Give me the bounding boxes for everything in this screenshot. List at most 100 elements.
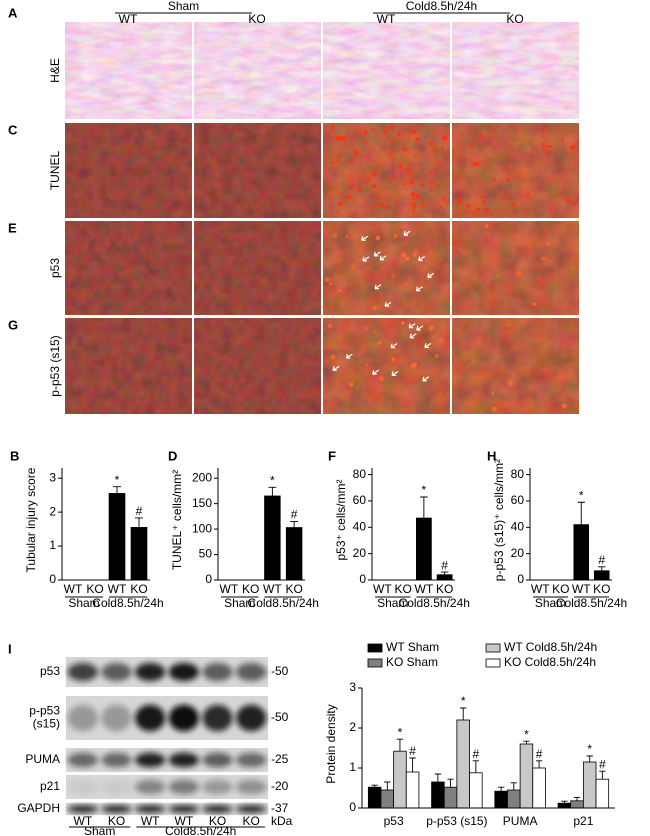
stained-cell [338, 259, 341, 262]
stained-cell [363, 140, 367, 144]
bar [573, 524, 590, 581]
stained-cell [570, 144, 575, 150]
stained-cell [390, 174, 395, 180]
stained-cell [431, 325, 435, 329]
bar [519, 743, 534, 809]
band [236, 779, 267, 795]
significance-label: * [115, 473, 120, 487]
x-tick-label: PUMA [503, 814, 538, 828]
lane-label: WT [141, 814, 160, 828]
bar [130, 526, 148, 581]
y-tick-label: 1 [49, 538, 56, 552]
x-tick-label: p21 [573, 814, 593, 828]
group-label: Cold8.5h/24h [406, 0, 477, 13]
arrow [416, 325, 424, 331]
group-label: Sham [224, 596, 255, 610]
stained-cell [484, 224, 489, 229]
band [236, 752, 267, 768]
panel-letter: E [8, 220, 17, 235]
band [135, 663, 166, 681]
stained-cell [546, 241, 551, 247]
stained-cell [571, 200, 577, 206]
lane-label: KO [108, 814, 125, 828]
y-axis-label: p53⁺ cells/mm² [334, 479, 348, 560]
stained-cell [412, 252, 417, 257]
significance-label: # [291, 508, 298, 522]
error-bar [440, 571, 449, 575]
band [135, 805, 166, 813]
significance-label: * [579, 488, 584, 502]
panel-letter: D [168, 448, 177, 463]
y-tick-label: 0 [205, 572, 212, 586]
stained-cell [363, 130, 368, 135]
arrow [345, 353, 353, 359]
bar [494, 790, 508, 809]
micrograph [194, 318, 321, 414]
mw-marker: -37 [271, 801, 289, 815]
blot-row-label: p21 [40, 779, 60, 793]
micrograph [452, 318, 579, 414]
stained-cell [405, 256, 410, 261]
stained-cell [353, 157, 357, 161]
error-bar [447, 778, 454, 788]
group-label: Sham [535, 596, 566, 610]
band [101, 704, 132, 732]
blot-row-label: GAPDH [17, 801, 60, 815]
stained-cell [426, 277, 430, 281]
blot-strip [66, 748, 268, 772]
stained-cell [476, 207, 481, 212]
panel-letter: H [487, 448, 496, 463]
significance-label: # [409, 744, 416, 758]
row-label: p-p53 (s15) [48, 335, 62, 396]
band [202, 779, 233, 795]
band [202, 663, 233, 681]
x-tick-label: KO [394, 582, 411, 596]
x-tick-label: WT [531, 582, 550, 596]
arrow [332, 365, 340, 371]
stained-cell [336, 154, 341, 158]
band [168, 704, 199, 732]
stained-cell [388, 151, 393, 157]
stained-cell [375, 235, 381, 241]
micrograph [65, 318, 192, 414]
x-tick-label: WT [572, 582, 591, 596]
stained-cell [377, 340, 382, 345]
y-tick-label: 2 [349, 720, 356, 734]
stained-cell [388, 179, 392, 183]
group-label: Sham [377, 596, 408, 610]
stained-cell [466, 202, 471, 208]
stained-cell [542, 147, 545, 151]
stained-cell [507, 381, 513, 386]
stained-cell [402, 146, 408, 152]
lane-label: KO [209, 814, 226, 828]
y-tick-label: 50 [199, 547, 213, 561]
bar [380, 789, 395, 809]
legend-label: KO Cold8.5h/24h [504, 655, 596, 669]
stained-cell [351, 264, 355, 269]
band [168, 752, 199, 768]
stained-cell [465, 211, 468, 214]
band [101, 805, 132, 813]
y-tick-label: 40 [353, 519, 367, 533]
group-label: Sham [68, 596, 99, 610]
bar [405, 771, 420, 809]
bar [507, 789, 521, 809]
stained-cell [507, 323, 511, 327]
bar [443, 786, 458, 809]
bar [595, 778, 610, 809]
x-tick-label: KO [130, 582, 147, 596]
micrograph [323, 22, 450, 119]
stained-cell [482, 200, 486, 204]
stained-cell [414, 249, 418, 254]
error-bar [535, 760, 543, 768]
band [67, 805, 98, 813]
y-tick-label: 80 [511, 467, 525, 481]
stained-cell [334, 159, 340, 164]
stained-cell [429, 188, 433, 192]
row-label: H&E [48, 58, 62, 83]
y-tick-label: 3 [49, 470, 56, 484]
stained-cell [442, 164, 446, 168]
panel-letter: I [8, 641, 12, 656]
